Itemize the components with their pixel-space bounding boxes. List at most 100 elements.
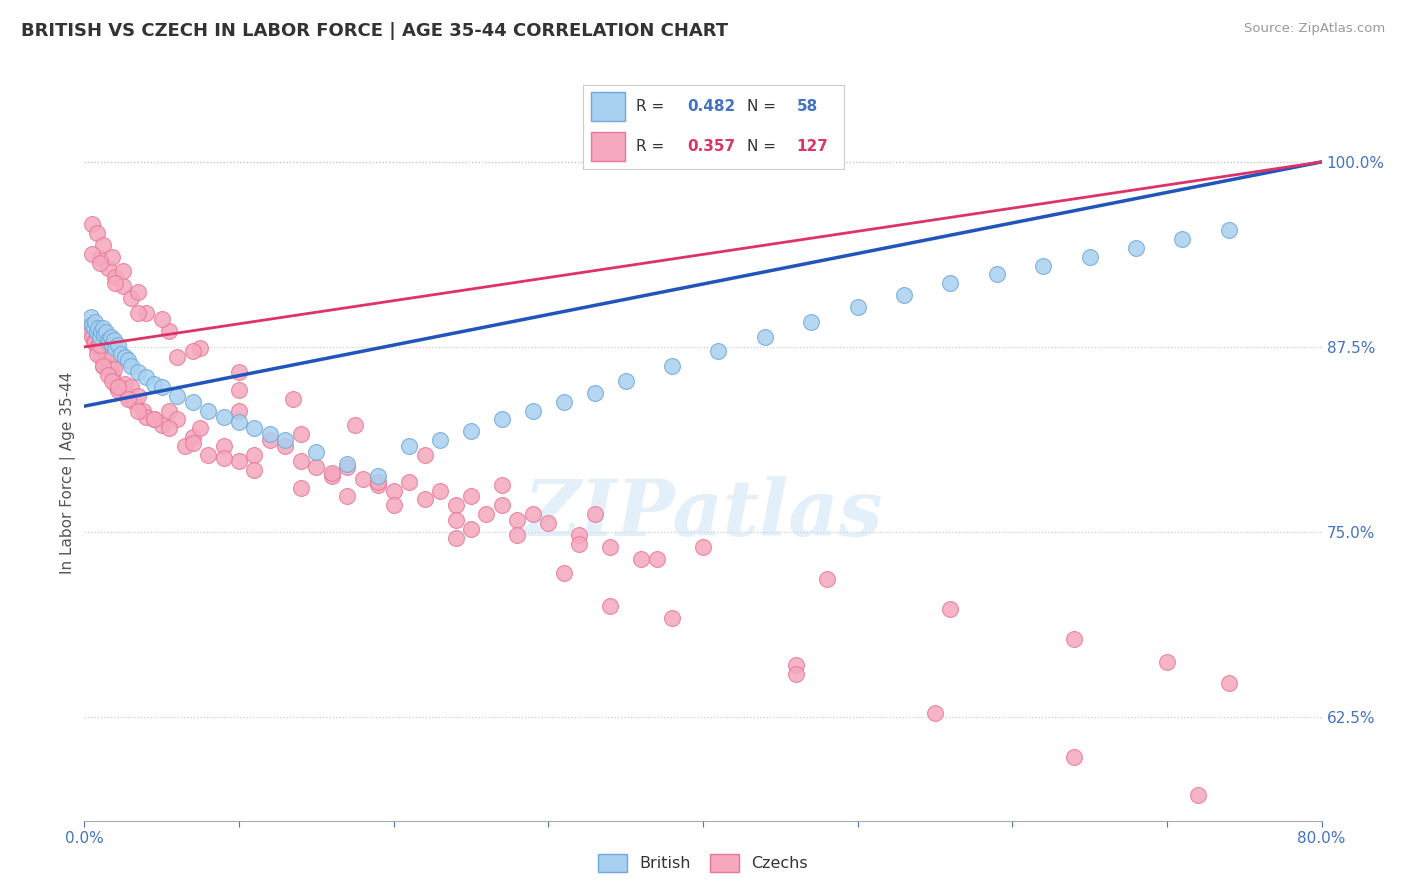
- Point: [135, 409, 157, 424]
- Point: [506, 528, 529, 542]
- Point: [117, 353, 139, 368]
- Point: [259, 433, 281, 447]
- Point: [243, 463, 266, 477]
- Point: [132, 403, 155, 417]
- Point: [506, 513, 529, 527]
- Point: [127, 306, 149, 320]
- Point: [181, 394, 204, 409]
- Y-axis label: In Labor Force | Age 35-44: In Labor Force | Age 35-44: [60, 372, 76, 574]
- Point: [846, 300, 869, 314]
- Point: [91, 320, 114, 334]
- Point: [93, 344, 115, 359]
- Point: [1078, 250, 1101, 264]
- Point: [212, 409, 235, 424]
- Point: [583, 507, 606, 521]
- Point: [398, 439, 420, 453]
- Point: [367, 477, 389, 491]
- Point: [1125, 241, 1147, 255]
- Point: [143, 412, 166, 426]
- Point: [1218, 223, 1240, 237]
- Point: [630, 551, 652, 566]
- Point: [87, 338, 110, 352]
- Point: [112, 264, 135, 278]
- Point: [150, 380, 173, 394]
- Point: [661, 359, 683, 374]
- Point: [82, 217, 104, 231]
- Point: [91, 359, 114, 374]
- Point: [120, 359, 142, 374]
- Point: [114, 351, 136, 365]
- Point: [89, 329, 111, 343]
- Point: [800, 315, 823, 329]
- Text: BRITISH VS CZECH IN LABOR FORCE | AGE 35-44 CORRELATION CHART: BRITISH VS CZECH IN LABOR FORCE | AGE 35…: [21, 22, 728, 40]
- Point: [91, 359, 114, 374]
- Point: [87, 320, 110, 334]
- Point: [84, 315, 107, 329]
- Point: [110, 380, 132, 394]
- Text: 127: 127: [797, 139, 828, 154]
- Point: [815, 572, 838, 586]
- Point: [100, 329, 122, 343]
- Point: [122, 394, 145, 409]
- Text: N =: N =: [748, 139, 782, 154]
- Point: [228, 454, 250, 468]
- Point: [785, 667, 807, 681]
- Point: [1156, 655, 1178, 669]
- Point: [101, 374, 124, 388]
- Point: [352, 472, 374, 486]
- Point: [243, 448, 266, 462]
- Point: [127, 365, 149, 379]
- Point: [83, 320, 105, 334]
- Point: [274, 433, 297, 447]
- Point: [336, 459, 359, 474]
- Point: [707, 344, 730, 359]
- Point: [259, 427, 281, 442]
- Point: [86, 325, 108, 339]
- Point: [228, 365, 250, 379]
- Point: [79, 325, 101, 339]
- Point: [429, 433, 451, 447]
- Point: [112, 279, 135, 293]
- Point: [166, 389, 188, 403]
- Point: [104, 342, 127, 356]
- Text: 0.482: 0.482: [688, 99, 735, 114]
- Point: [661, 611, 683, 625]
- Point: [96, 261, 118, 276]
- Point: [522, 403, 544, 417]
- Point: [290, 481, 312, 495]
- Point: [159, 324, 180, 338]
- Point: [336, 457, 359, 471]
- Point: [939, 602, 962, 616]
- Point: [181, 344, 204, 359]
- Point: [96, 359, 118, 374]
- Text: 58: 58: [797, 99, 818, 114]
- Point: [553, 394, 575, 409]
- Point: [166, 351, 188, 365]
- Point: [413, 448, 436, 462]
- Point: [110, 347, 132, 361]
- Point: [429, 483, 451, 498]
- Point: [82, 329, 104, 343]
- Point: [228, 416, 250, 430]
- Point: [986, 268, 1008, 282]
- Point: [107, 383, 129, 397]
- Point: [107, 380, 129, 394]
- Point: [460, 425, 482, 439]
- Point: [1218, 676, 1240, 690]
- Point: [290, 454, 312, 468]
- Point: [460, 490, 482, 504]
- Point: [89, 255, 111, 269]
- Point: [522, 507, 544, 521]
- Point: [101, 338, 124, 352]
- Point: [120, 380, 142, 394]
- Point: [104, 270, 127, 285]
- Point: [367, 475, 389, 489]
- Point: [228, 403, 250, 417]
- Point: [143, 412, 166, 426]
- Point: [321, 468, 343, 483]
- Point: [101, 368, 124, 382]
- Point: [89, 333, 111, 347]
- Point: [243, 421, 266, 435]
- Point: [127, 403, 149, 417]
- Point: [754, 329, 776, 343]
